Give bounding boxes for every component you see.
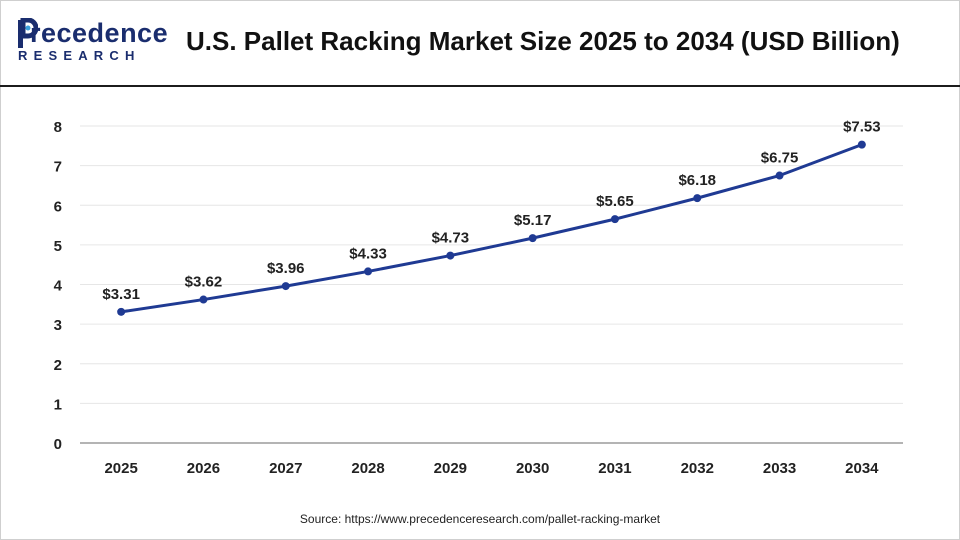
y-tick-label: 5: [54, 238, 62, 255]
y-tick-label: 0: [54, 436, 62, 453]
data-label: $5.65: [596, 193, 634, 210]
data-label: $4.73: [432, 230, 470, 247]
y-tick-label: 6: [54, 198, 62, 215]
x-tick-label: 2028: [351, 460, 384, 477]
x-tick-label: 2025: [104, 460, 137, 477]
data-point: [117, 307, 126, 316]
x-tick-label: 2026: [187, 460, 220, 477]
logo-subtitle: RESEARCH: [18, 48, 141, 63]
data-point: [775, 171, 784, 180]
data-point: [857, 140, 866, 149]
data-point: [610, 215, 619, 224]
data-point: [528, 234, 537, 243]
y-tick-label: 1: [54, 396, 62, 413]
data-label: $5.17: [514, 212, 552, 229]
brand-logo: recedence RESEARCH: [16, 18, 169, 64]
data-point: [364, 267, 373, 276]
data-label: $6.75: [761, 150, 799, 167]
series-line: [120, 143, 863, 314]
y-tick-label: 8: [54, 119, 62, 136]
source-note: Source: https://www.precedenceresearch.c…: [299, 512, 661, 526]
data-label: $3.31: [102, 286, 140, 303]
data-point: [199, 295, 208, 304]
data-label: $6.18: [678, 172, 716, 189]
y-tick-label: 2: [54, 357, 62, 374]
x-tick-label: 2029: [434, 460, 467, 477]
y-tick-label: 4: [54, 278, 63, 295]
header: recedence RESEARCH U.S. Pallet Racking M…: [0, 0, 960, 80]
data-point: [446, 251, 455, 260]
logo-p-icon: [18, 18, 38, 48]
y-tick-label: 7: [54, 159, 62, 176]
data-label: $3.96: [267, 260, 305, 277]
header-divider: [0, 85, 960, 87]
data-label: $4.33: [349, 245, 387, 262]
x-tick-label: 2032: [681, 460, 714, 477]
page-title: U.S. Pallet Racking Market Size 2025 to …: [186, 26, 900, 56]
x-tick-label: 2027: [269, 460, 302, 477]
x-tick-label: 2034: [845, 460, 879, 477]
data-point: [281, 282, 290, 291]
y-tick-label: 3: [54, 317, 62, 334]
x-tick-label: 2031: [598, 460, 631, 477]
x-tick-label: 2033: [763, 460, 796, 477]
data-point: [693, 194, 702, 203]
data-label: $3.62: [185, 274, 223, 291]
logo-wordmark: recedence: [30, 18, 169, 48]
x-tick-label: 2030: [516, 460, 549, 477]
data-label: $7.53: [843, 119, 881, 136]
